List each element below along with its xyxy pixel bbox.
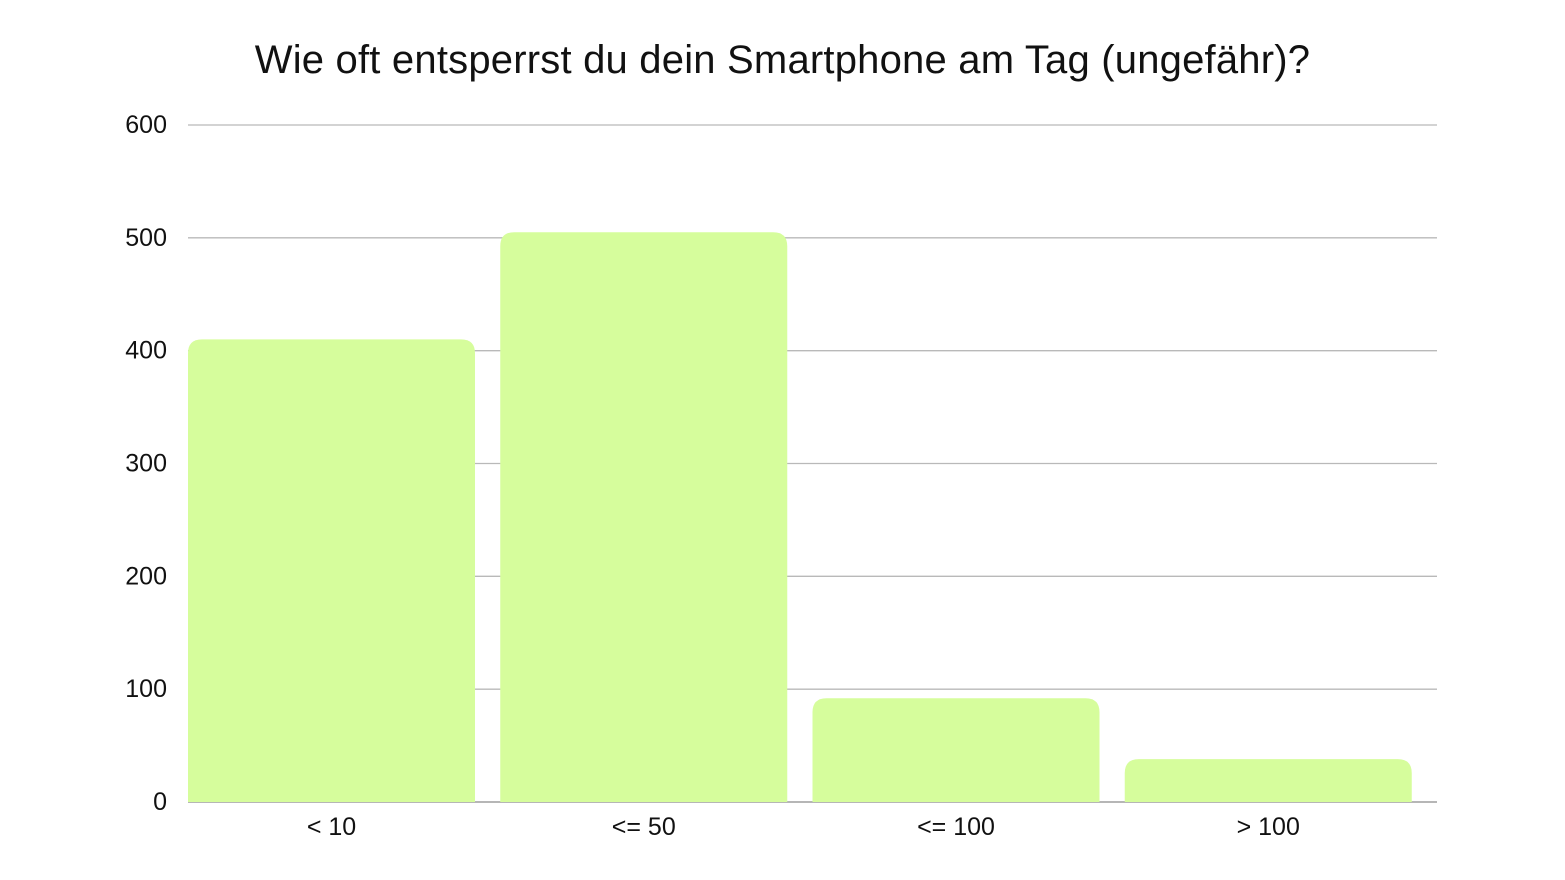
x-category-label: <= 50 — [612, 813, 676, 841]
bar — [812, 698, 1100, 802]
y-axis-ticks: 0 100 200 300 400 500 600 — [125, 111, 167, 816]
bars — [188, 232, 1412, 803]
y-tick-label: 100 — [125, 675, 167, 703]
bar — [188, 339, 475, 802]
y-tick-label: 200 — [125, 562, 167, 590]
bar — [1124, 759, 1412, 802]
x-category-label: > 100 — [1237, 813, 1300, 841]
y-tick-label: 500 — [125, 224, 167, 252]
y-tick-label: 400 — [125, 337, 167, 365]
x-axis-categories: < 10 <= 50 <= 100 > 100 — [307, 813, 1300, 841]
y-tick-label: 600 — [125, 111, 167, 139]
y-tick-label: 300 — [125, 450, 167, 478]
bar — [500, 232, 788, 803]
x-category-label: <= 100 — [917, 813, 995, 841]
chart-title: Wie oft entsperrst du dein Smartphone am… — [254, 38, 1311, 82]
x-category-label: < 10 — [307, 813, 356, 841]
y-tick-label: 0 — [153, 788, 167, 816]
